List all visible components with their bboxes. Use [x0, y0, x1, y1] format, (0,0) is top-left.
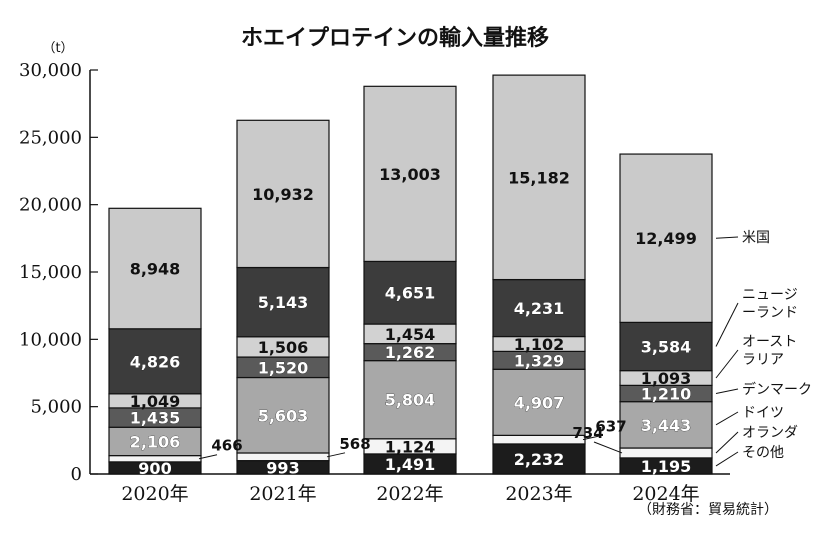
bar-segment — [492, 368, 586, 436]
legend-entry: デンマーク — [742, 381, 812, 398]
x-tick-label: 2023年 — [505, 483, 572, 505]
legend-entry: ドイツ — [742, 405, 784, 421]
label-leader-line — [593, 441, 623, 454]
axes: 0 5,000 10,000 15,000 20,000 25,000 30,000 2020… — [19, 60, 730, 505]
data-label: 734 — [572, 424, 603, 442]
data-label: 1,102 — [514, 335, 565, 354]
x-tick-label: 2022年 — [376, 483, 443, 505]
bar-segment — [363, 360, 457, 440]
y-tick-label: 25,000 — [19, 127, 82, 148]
x-tick-label: 2021年 — [249, 483, 316, 505]
bar-segment — [108, 328, 202, 395]
legend-entry: 米国 — [742, 230, 770, 246]
label-leader-line — [198, 454, 218, 460]
bar-segment — [619, 153, 713, 323]
y-tick-label: 0 — [71, 464, 82, 485]
data-label: 1,520 — [258, 358, 309, 377]
data-label: 1,210 — [641, 385, 692, 404]
bar-segment — [619, 401, 713, 449]
bar-segment — [236, 376, 330, 454]
bar-segment — [236, 119, 330, 269]
legend-leader-line — [715, 411, 739, 426]
legend-leader-line — [715, 451, 739, 467]
data-label: 568 — [339, 435, 370, 453]
data-label: 1,506 — [258, 338, 309, 357]
data-label: 2,106 — [130, 432, 181, 451]
data-label: 3,443 — [641, 416, 692, 435]
data-label: 1,093 — [641, 369, 692, 388]
legend-entry: ーランド — [742, 305, 798, 321]
x-tick-label: 2024年 — [632, 483, 699, 505]
bar-segment — [619, 321, 713, 372]
data-label: 4,907 — [514, 393, 565, 412]
legend-leader-line — [715, 236, 739, 239]
data-label: 8,948 — [130, 260, 181, 279]
bar-segment — [363, 85, 457, 263]
data-label: 1,435 — [130, 409, 181, 428]
y-tick-label: 30,000 — [19, 60, 82, 81]
legend-entry: オースト — [742, 334, 797, 350]
bar-segment — [108, 207, 202, 330]
data-label: 12,499 — [635, 229, 697, 248]
y-tick-label: 5,000 — [30, 397, 82, 418]
legend-leader-line — [715, 431, 739, 454]
data-label: 4,231 — [514, 299, 565, 318]
bar-segment — [363, 260, 457, 325]
legend-entry: ニュージ — [742, 287, 798, 303]
legend-entry: ラリア — [742, 352, 784, 368]
data-label: 1,454 — [385, 325, 436, 344]
data-label: 10,932 — [252, 185, 314, 204]
data-label: 3,584 — [641, 338, 692, 357]
data-label: 5,603 — [258, 406, 309, 425]
data-label: 1,195 — [641, 457, 692, 476]
data-label: 466 — [211, 437, 242, 455]
label-leader-line — [582, 435, 602, 441]
bar-segment — [492, 278, 586, 338]
legend-entry: オランダ — [742, 425, 798, 441]
chart-title: ホエイプロテインの輸入量推移 — [241, 25, 549, 51]
data-label: 1,124 — [385, 437, 436, 456]
bar-segment — [492, 74, 586, 281]
legend-leader-line — [715, 388, 739, 394]
label-leader-line — [326, 452, 346, 458]
legend-leader-line — [715, 349, 739, 379]
data-label: 1,329 — [514, 351, 565, 370]
data-label: 5,143 — [258, 293, 309, 312]
data-label: 1,262 — [385, 343, 436, 362]
data-label: 5,804 — [385, 391, 436, 410]
data-label: 637 — [595, 418, 626, 436]
y-tick-label: 20,000 — [19, 195, 82, 216]
data-label: 1,049 — [130, 392, 181, 411]
y-tick-label: 15,000 — [19, 262, 82, 283]
y-unit-label: （t） — [42, 41, 73, 56]
y-tick-label: 10,000 — [19, 329, 82, 350]
data-label: 4,651 — [385, 284, 436, 303]
source-note: （財務省：貿易統計） — [638, 502, 778, 518]
data-label: 4,826 — [130, 352, 181, 371]
data-label: 1,491 — [385, 455, 436, 474]
data-label: 900 — [138, 459, 171, 478]
bar-segment — [492, 443, 586, 475]
bar-segment — [492, 434, 586, 445]
x-tick-label: 2020年 — [121, 483, 188, 505]
data-label: 2,232 — [514, 450, 565, 469]
legend-leader-line — [715, 302, 739, 347]
legend-entry: その他 — [742, 445, 784, 461]
data-label: 993 — [266, 458, 299, 477]
data-label: 15,182 — [508, 168, 570, 187]
bars — [108, 74, 713, 475]
data-label: 13,003 — [379, 165, 441, 184]
